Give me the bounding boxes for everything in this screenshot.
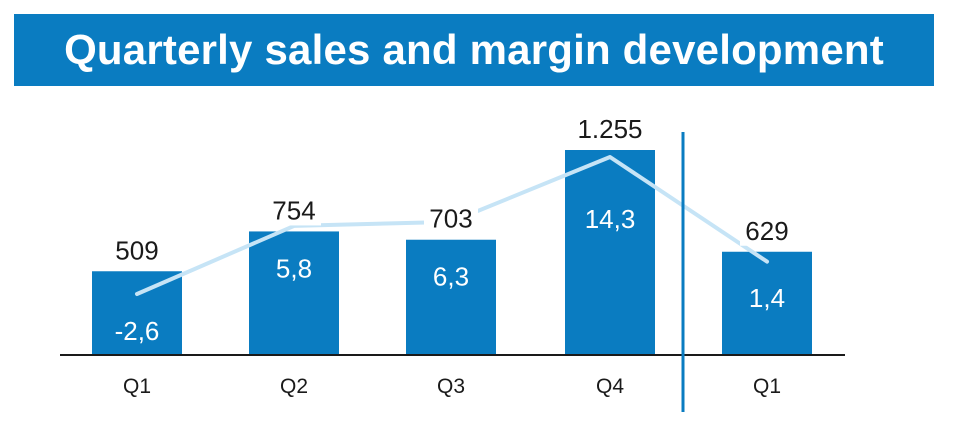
margin-value-label: 6,3	[433, 262, 469, 292]
bar-value-label: 509	[115, 235, 158, 265]
bar	[406, 239, 496, 354]
x-tick-label: Q2	[280, 375, 308, 398]
margin-value-label: -2,6	[115, 316, 160, 346]
x-tick-label: Q3	[437, 375, 465, 398]
chart-title: Quarterly sales and margin development	[64, 26, 884, 73]
margin-value-label: 14,3	[585, 204, 636, 234]
x-tick-label: Q1	[753, 375, 781, 398]
value-label-backing	[569, 112, 651, 144]
bar	[249, 231, 339, 354]
x-tick-label: Q1	[123, 375, 151, 398]
value-label-backing	[267, 193, 321, 226]
value-label-backing	[740, 213, 794, 246]
bar-value-label: 703	[429, 204, 472, 234]
bar	[565, 150, 655, 354]
value-label-backing	[110, 233, 164, 266]
margin-value-label: 1,4	[749, 283, 785, 313]
bar-value-label: 1.255	[577, 114, 642, 144]
bar	[92, 271, 182, 354]
chart-title-bar: Quarterly sales and margin development	[14, 14, 934, 86]
margin-value-label: 5,8	[276, 253, 312, 283]
bar	[722, 251, 812, 354]
x-tick-label: Q4	[596, 375, 624, 398]
value-label-backing	[424, 201, 478, 234]
bar-value-label: 629	[745, 216, 788, 246]
bar-value-label: 754	[272, 195, 315, 225]
